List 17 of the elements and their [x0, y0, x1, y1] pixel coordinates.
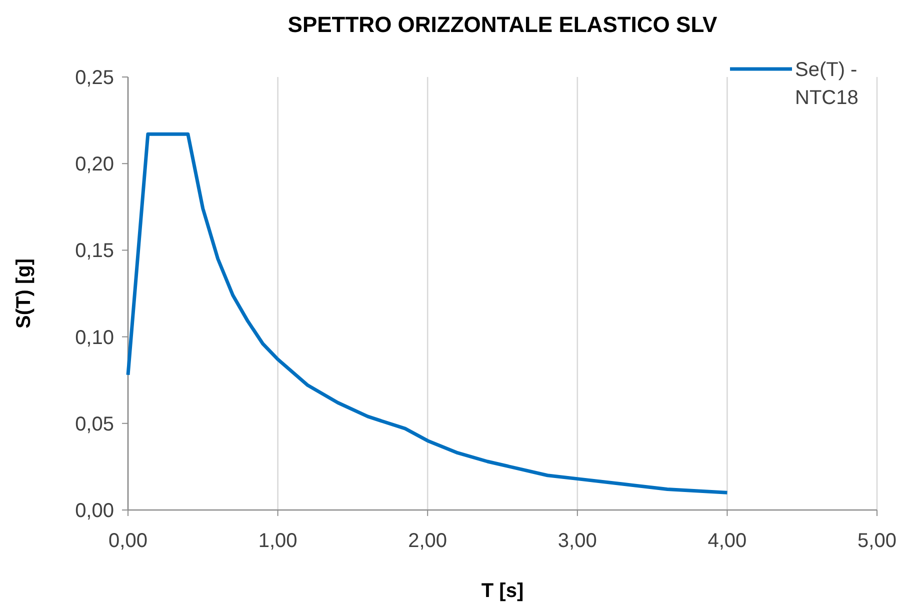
y-tick-label: 0,05 — [75, 413, 114, 436]
x-tick-label: 3,00 — [558, 530, 597, 552]
chart-title: SPETTRO ORIZZONTALE ELASTICO SLV — [288, 12, 718, 37]
y-tick-label: 0,20 — [75, 154, 114, 176]
y-tick-label: 0,25 — [75, 67, 114, 89]
y-tick-label: 0,10 — [75, 326, 114, 349]
x-tick-label: 5,00 — [858, 530, 896, 552]
y-axis-title: S(T) [g] — [13, 258, 35, 328]
x-tick-label: 1,00 — [258, 530, 298, 552]
x-axis-title: T [s] — [481, 580, 524, 602]
x-tick-label: 4,00 — [708, 530, 747, 552]
x-tick-label: 2,00 — [408, 530, 448, 552]
line-series — [126, 132, 729, 494]
y-tick-label: 0,15 — [75, 240, 114, 262]
y-tick-label: 0,00 — [75, 500, 114, 522]
x-tick-label: 0,00 — [108, 530, 148, 552]
legend-label: Se(T) - NTC18 — [795, 59, 858, 109]
